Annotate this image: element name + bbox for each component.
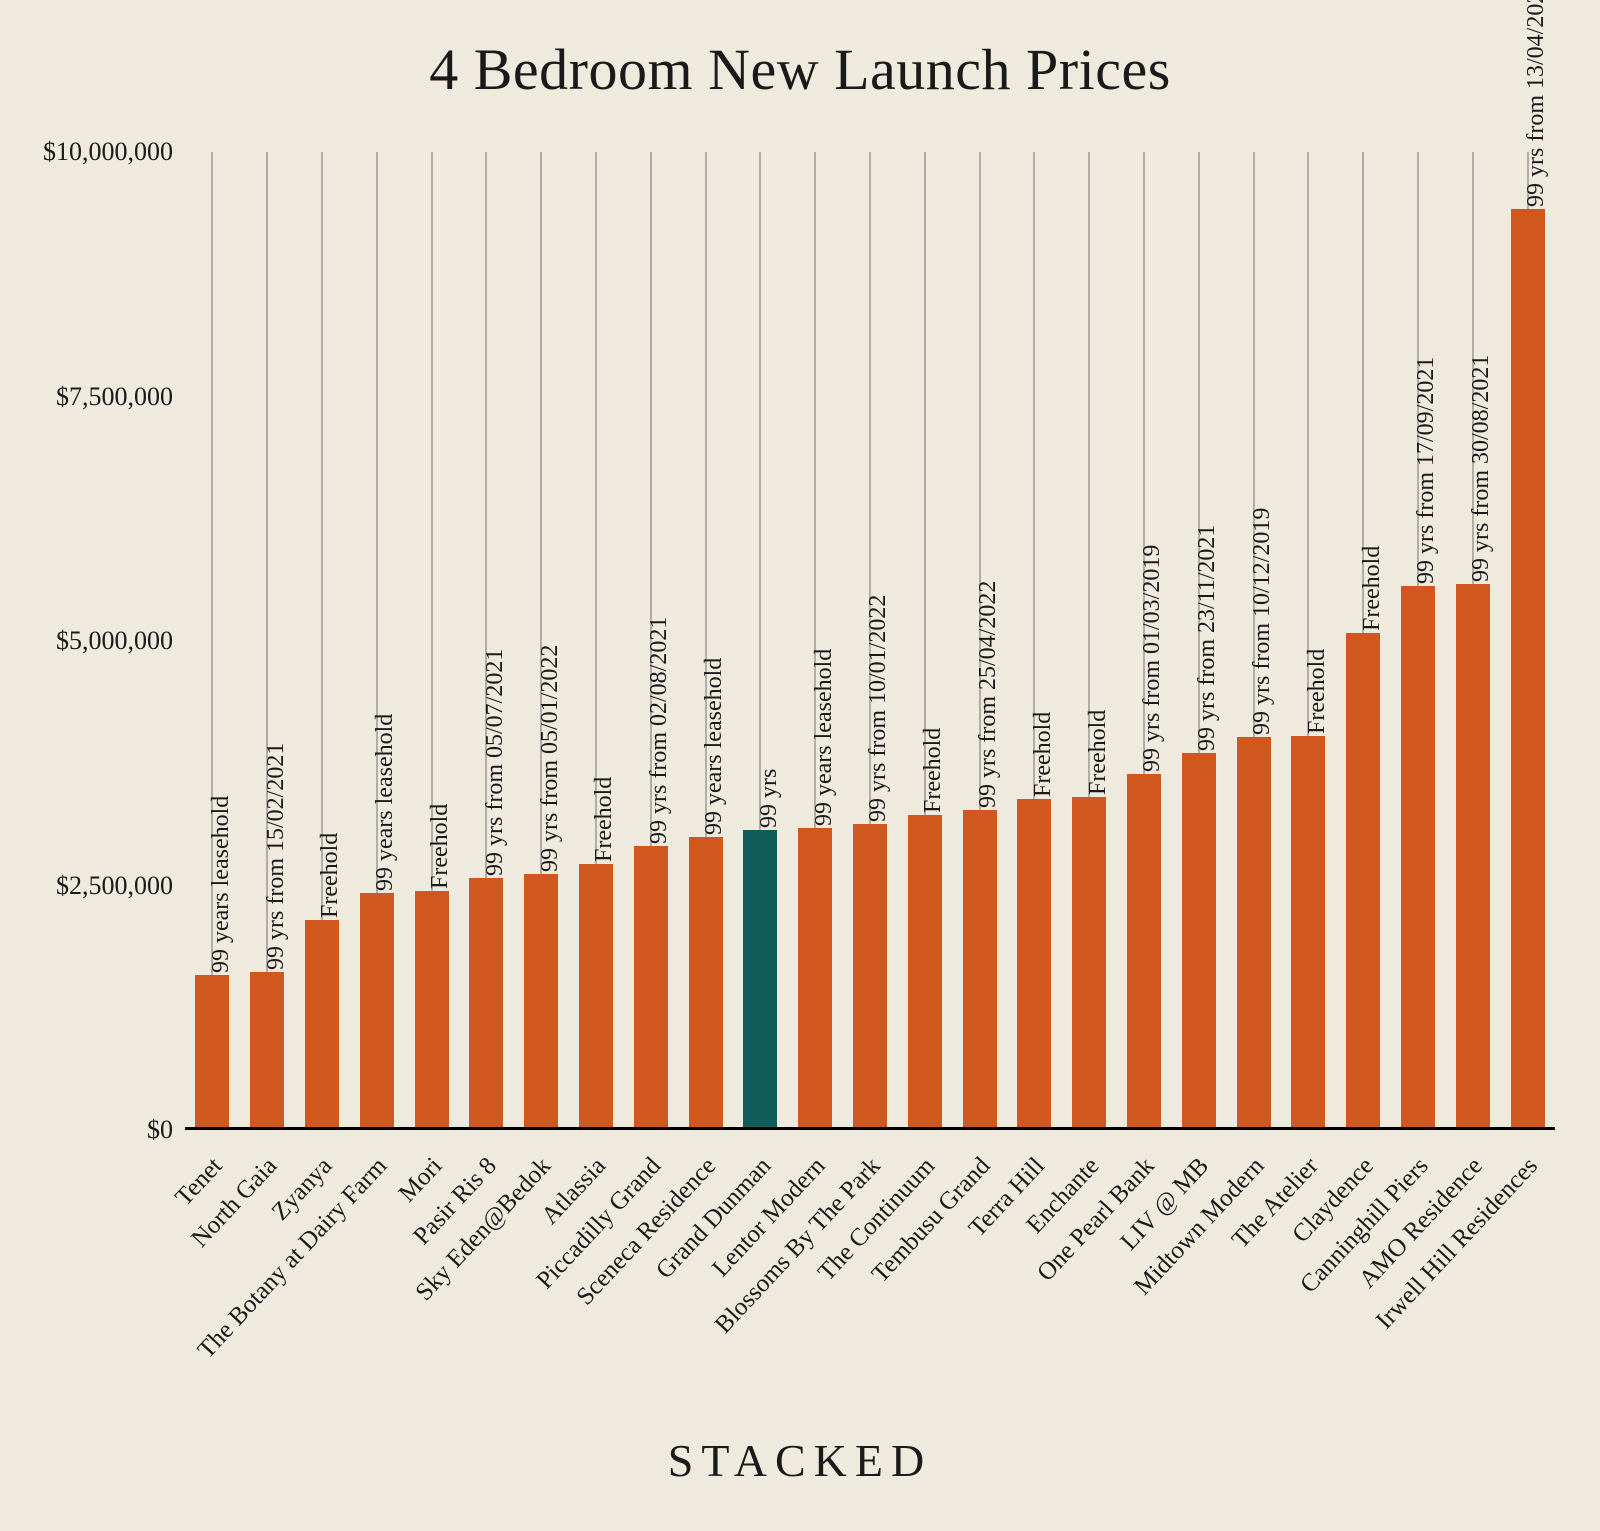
bar — [305, 920, 339, 1130]
bar — [853, 824, 887, 1130]
bar — [634, 846, 668, 1130]
bar — [1237, 737, 1271, 1130]
bar-annotation: 99 yrs from 02/08/2021 — [647, 617, 671, 844]
bar — [469, 878, 503, 1130]
y-tick-label: $0 — [147, 1115, 185, 1145]
bar — [1291, 736, 1325, 1130]
bar-annotation: 99 yrs from 15/02/2021 — [264, 742, 288, 969]
y-tick-label: $10,000,000 — [43, 137, 185, 167]
bar-annotation: 99 years leasehold — [209, 796, 233, 973]
bar-annotation: Freehold — [1360, 546, 1384, 631]
x-axis-line — [185, 1127, 1555, 1130]
bar-annotation: 99 yrs from 23/11/2021 — [1195, 525, 1219, 751]
y-tick-label: $7,500,000 — [56, 382, 185, 412]
bar — [360, 893, 394, 1130]
bar — [1182, 753, 1216, 1130]
bar-annotation: 99 years leasehold — [812, 649, 836, 826]
bar-annotation: Freehold — [921, 728, 945, 813]
bar — [195, 975, 229, 1130]
y-tick-label: $2,500,000 — [56, 871, 185, 901]
bar-annotation: 99 yrs from 17/09/2021 — [1414, 357, 1438, 584]
bar — [1456, 584, 1490, 1130]
bar-annotation: 99 yrs from 01/03/2019 — [1140, 545, 1164, 772]
bar-annotation: 99 yrs from 13/04/2020 — [1524, 0, 1548, 207]
bar-annotation: Freehold — [592, 777, 616, 862]
plot-area: $0$2,500,000$5,000,000$7,500,000$10,000,… — [185, 152, 1555, 1130]
bar — [798, 828, 832, 1130]
bar — [524, 874, 558, 1130]
bar-annotation: Freehold — [318, 832, 342, 917]
footer-brand: STACKED — [0, 1434, 1600, 1487]
bar — [1401, 586, 1435, 1130]
bar-annotation: 99 years leasehold — [702, 657, 726, 834]
y-tick-label: $5,000,000 — [56, 626, 185, 656]
bar — [1346, 633, 1380, 1130]
bar-annotation: 99 yrs from 05/01/2022 — [538, 644, 562, 871]
bar-annotation: 99 yrs from 05/07/2021 — [483, 648, 507, 875]
chart-title: 4 Bedroom New Launch Prices — [0, 36, 1600, 103]
bar — [743, 830, 777, 1130]
bar — [689, 837, 723, 1130]
bar-annotation: 99 yrs from 30/08/2021 — [1469, 355, 1493, 582]
bar — [908, 815, 942, 1130]
bar — [415, 891, 449, 1130]
bar — [1511, 209, 1545, 1130]
bar-annotation: 99 yrs from 10/12/2019 — [1250, 508, 1274, 735]
bar — [1127, 774, 1161, 1130]
bar — [250, 972, 284, 1130]
bar-annotation: Freehold — [1086, 710, 1110, 795]
bar-annotation: 99 yrs from 25/04/2022 — [976, 581, 1000, 808]
bar-annotation: 99 yrs — [757, 768, 781, 827]
bar-annotation: 99 yrs from 10/01/2022 — [866, 595, 890, 822]
chart-root: 4 Bedroom New Launch Prices$0$2,500,000$… — [0, 0, 1600, 1531]
bar-annotation: Freehold — [428, 804, 452, 889]
bar-annotation: Freehold — [1305, 649, 1329, 734]
bar-annotation: Freehold — [1031, 712, 1055, 797]
bar — [1072, 797, 1106, 1130]
bar-annotation: 99 years leasehold — [373, 714, 397, 891]
bar — [579, 864, 613, 1130]
bar — [1017, 799, 1051, 1130]
bar — [963, 810, 997, 1130]
